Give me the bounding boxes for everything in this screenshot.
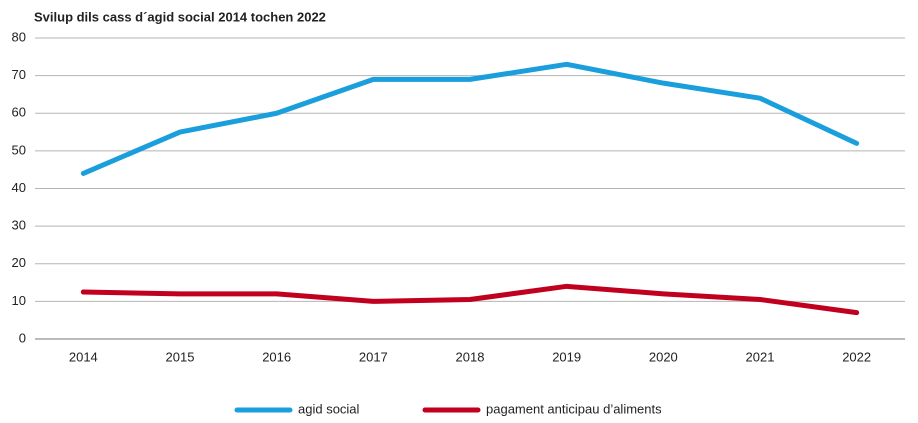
y-tick-label: 50 — [12, 142, 26, 157]
legend-label: pagament anticipau d’aliments — [486, 401, 662, 416]
x-tick-label: 2015 — [166, 349, 195, 364]
x-tick-label: 2020 — [649, 349, 678, 364]
y-tick-label: 60 — [12, 105, 26, 120]
x-tick-label: 2022 — [842, 349, 871, 364]
y-tick-label: 40 — [12, 180, 26, 195]
line-series — [80, 61, 860, 176]
x-tick-label: 2017 — [359, 349, 388, 364]
y-tick-label: 70 — [12, 67, 26, 82]
x-tick-label: 2021 — [746, 349, 775, 364]
chart-title: Svilup dils cass d´agid social 2014 toch… — [34, 9, 326, 24]
y-tick-label: 30 — [12, 218, 26, 233]
x-tick-label: 2019 — [552, 349, 581, 364]
y-tick-label: 0 — [19, 330, 26, 345]
x-tick-label: 2014 — [69, 349, 98, 364]
y-tick-label: 20 — [12, 255, 26, 270]
y-tick-label: 80 — [12, 29, 26, 44]
legend-label: agid social — [298, 401, 360, 416]
line-series — [80, 283, 860, 316]
y-tick-label: 10 — [12, 293, 26, 308]
x-tick-label: 2016 — [262, 349, 291, 364]
x-tick-label: 2018 — [456, 349, 485, 364]
